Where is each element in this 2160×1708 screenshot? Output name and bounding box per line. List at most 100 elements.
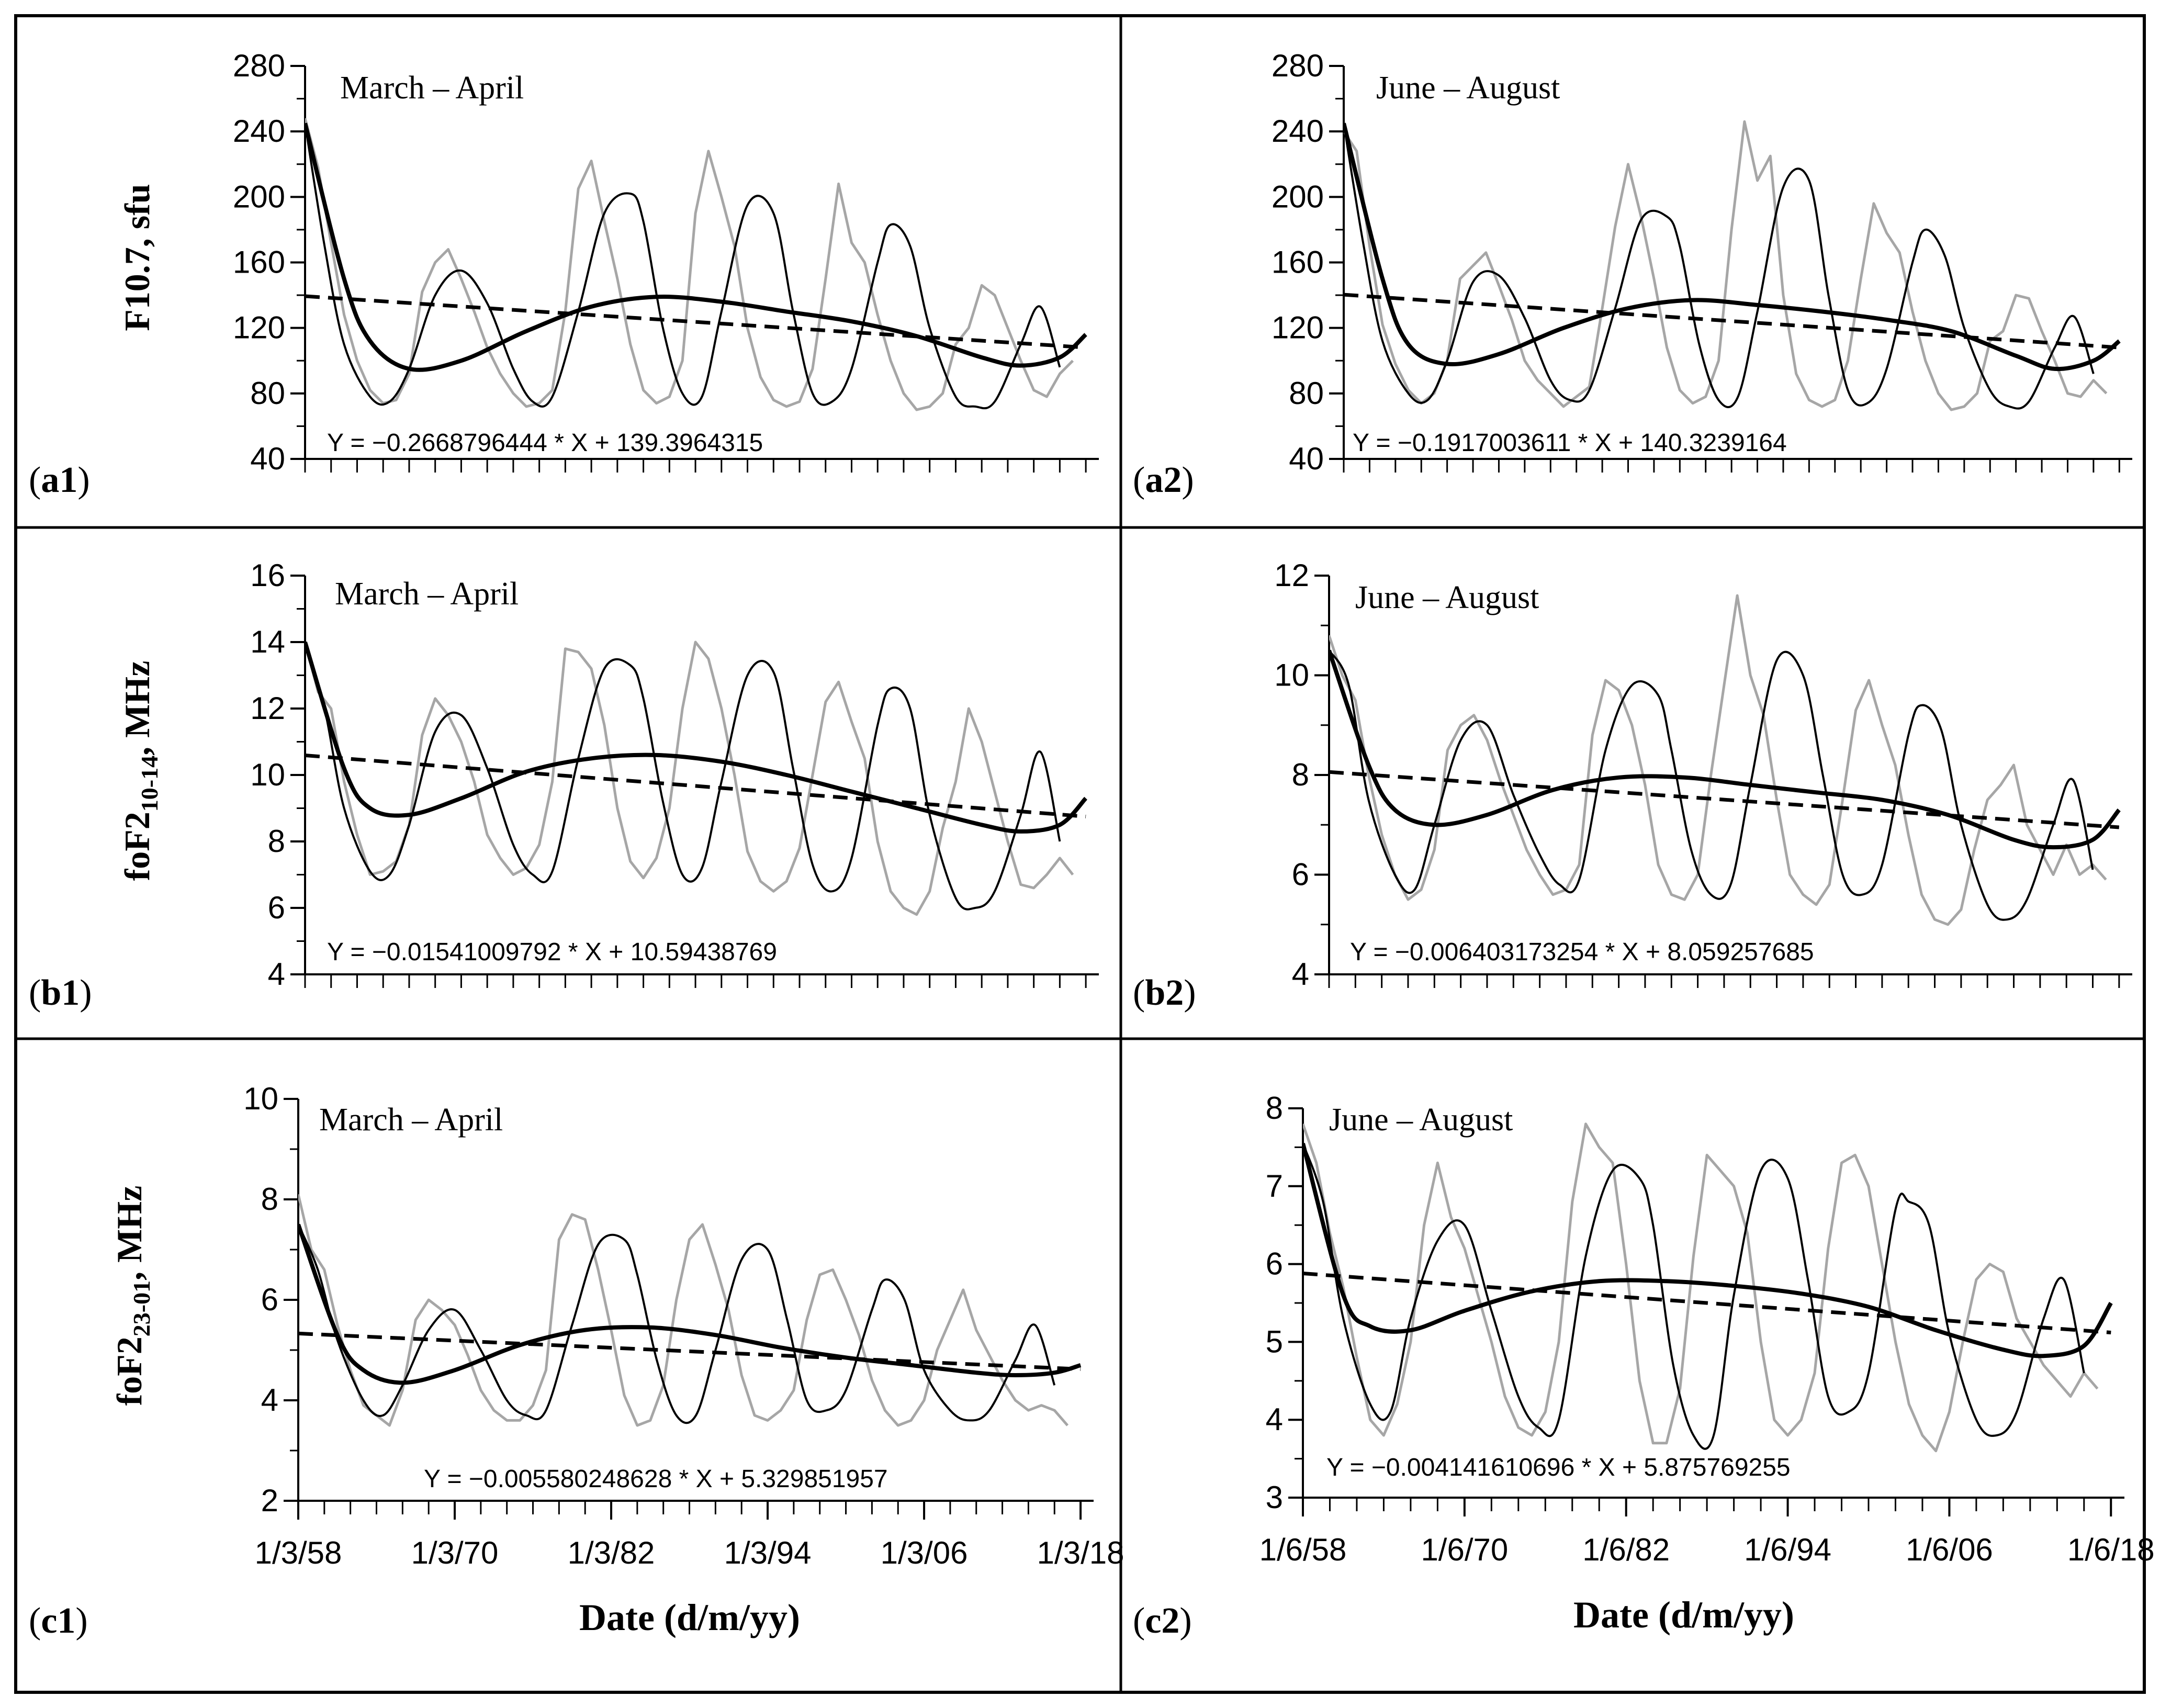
y-tick-label: 160 [1272, 245, 1324, 280]
y-tick-label: 4 [1292, 957, 1309, 992]
panel-label-part: ( [1133, 1601, 1145, 1641]
y-tick-label: 12 [250, 691, 285, 726]
season-annotation: March – April [335, 576, 519, 612]
series-raw-line [305, 640, 1074, 916]
y-tick-label: 8 [1292, 757, 1309, 792]
figure-frame [14, 14, 2146, 1694]
season-annotation: June – August [1376, 70, 1560, 106]
panel-a2: 40 80 120 160 200 240 280 June – August Y = −0.1… [1133, 48, 2132, 500]
x-tick-label: 1/6/70 [1421, 1532, 1508, 1567]
x-tick-label: 1/6/06 [1906, 1532, 1993, 1567]
panel-label: (b2) [1133, 973, 1196, 1013]
ylabel-c-unit: , MHz [109, 1186, 149, 1280]
series-poly-fit-line [298, 1223, 1082, 1385]
ylabel-c-sub: 23-01 [128, 1280, 155, 1336]
y-tick-label: 40 [250, 441, 285, 476]
y-tick-label: 7 [1266, 1168, 1283, 1204]
panel-label-part: ( [29, 973, 41, 1013]
y-tick-label: 4 [1266, 1402, 1283, 1437]
series-raw-line [298, 1194, 1069, 1427]
regression-equation: Y = −0.1917003611 * X + 140.3239164 [1353, 429, 1787, 457]
y-tick-label: 3 [1266, 1480, 1283, 1515]
series-poly-fit-line [1303, 1142, 2113, 1358]
series-smoothed-line [1344, 123, 2095, 410]
y-tick-label: 40 [1289, 441, 1324, 476]
regression-equation: Y = −0.2668796444 * X + 139.3964315 [327, 429, 763, 457]
series-linear-trend-line [1344, 293, 2120, 350]
panel-a1: 40 80 120 160 200 240 280 March – April Y = −0.2… [29, 48, 1099, 500]
y-tick-label: 240 [233, 114, 285, 149]
panel-label-part: a2 [1145, 460, 1182, 500]
season-annotation: June – August [1355, 580, 1539, 615]
y-tick-label: 80 [1289, 376, 1324, 411]
y-tick-label: 160 [233, 245, 285, 280]
panel-label-part: ) [80, 973, 92, 1013]
xlabel-right: Date (d/m/yy) [1573, 1594, 1794, 1636]
panel-label: (c2) [1133, 1601, 1192, 1641]
y-tick-label: 4 [268, 957, 285, 992]
panel-c1: 2 4 6 8 10 1/3/58 1/3/70 1/3/82 1/3/94 1/3/06 1/3/… [29, 1081, 1124, 1641]
panel-label-part: ( [29, 1601, 41, 1641]
panel-label-part: ( [1133, 973, 1145, 1013]
plot-area [305, 640, 1088, 916]
regression-equation: Y = −0.01541009792 * X + 10.59438769 [327, 938, 777, 966]
panel-label: (a2) [1133, 460, 1194, 500]
panel-label-part: b2 [1145, 973, 1184, 1013]
y-tick-label: 80 [250, 376, 285, 411]
y-tick-label: 10 [243, 1081, 278, 1116]
x-tick-label: 1/3/06 [881, 1535, 968, 1570]
series-smoothed-line [1303, 1143, 2085, 1450]
panel-b2: 4 6 8 10 12 June – August Y = −0.006403173254 … [1133, 558, 2132, 1013]
x-tick-label: 1/6/94 [1744, 1532, 1831, 1567]
y-tick-label: 240 [1272, 114, 1324, 149]
ylabel-c: foF223-01, MHz [109, 1186, 155, 1406]
panel-label-part: ( [29, 460, 41, 500]
panel-label-part: ( [1133, 460, 1145, 500]
x-tick-label: 1/3/58 [255, 1535, 342, 1570]
y-tick-label: 6 [268, 890, 285, 925]
y-tick-label: 200 [233, 179, 285, 214]
regression-equation: Y = −0.004141610696 * X + 5.875769255 [1326, 1454, 1791, 1481]
series-poly-fit-line [305, 641, 1088, 834]
panel-label-part: ) [77, 460, 89, 500]
y-tick-label: 8 [261, 1182, 278, 1217]
y-tick-label: 6 [1292, 857, 1309, 892]
y-tick-label: 16 [250, 558, 285, 593]
series-smoothed-line [305, 123, 1061, 410]
series-raw-line [1329, 594, 2107, 926]
regression-equation: Y = −0.006403173254 * X + 8.059257685 [1350, 938, 1814, 966]
ylabel-b-sub: 10-14 [136, 756, 163, 812]
y-tick-label: 5 [1266, 1324, 1283, 1359]
y-tick-label: 120 [233, 310, 285, 345]
series-smoothed-line [305, 642, 1061, 911]
panel-b1: 4 6 8 10 12 14 16 March – April Y = −0.015410097… [29, 558, 1099, 1013]
series-raw-line [305, 118, 1074, 411]
series-linear-trend-line [305, 294, 1086, 350]
series-smoothed-line [298, 1224, 1056, 1424]
y-tick-label: 12 [1274, 558, 1309, 593]
plot-area [1329, 594, 2121, 926]
x-tick-label: 1/6/82 [1582, 1532, 1670, 1567]
plot-area [305, 118, 1087, 411]
series-linear-trend-line [1329, 770, 2120, 829]
panel-label-part: ) [1179, 1601, 1191, 1641]
y-tick-label: 280 [233, 48, 285, 83]
y-tick-label: 2 [261, 1483, 278, 1518]
panel-label: (c1) [29, 1601, 88, 1641]
panel-label-part: a1 [41, 460, 77, 500]
season-annotation: March – April [340, 70, 524, 106]
panel-label-part: ) [1182, 460, 1194, 500]
series-poly-fit-line [305, 122, 1087, 372]
y-tick-label: 4 [261, 1383, 278, 1418]
series-raw-line [1303, 1122, 2099, 1453]
x-tick-label: 1/6/18 [2067, 1532, 2155, 1567]
xlabel-left: Date (d/m/yy) [579, 1597, 800, 1638]
y-tick-label: 8 [1266, 1091, 1283, 1126]
panel-c2: 3 4 5 6 7 8 1/6/58 1/6/70 1/6/82 1/6/94 1/6/06 1/6/… [1133, 1091, 2155, 1641]
plot-area [1344, 120, 2121, 411]
ylabel-b-unit: , MHz [117, 661, 157, 756]
series-raw-line [1344, 120, 2108, 411]
panel-label-part: c1 [41, 1601, 75, 1641]
